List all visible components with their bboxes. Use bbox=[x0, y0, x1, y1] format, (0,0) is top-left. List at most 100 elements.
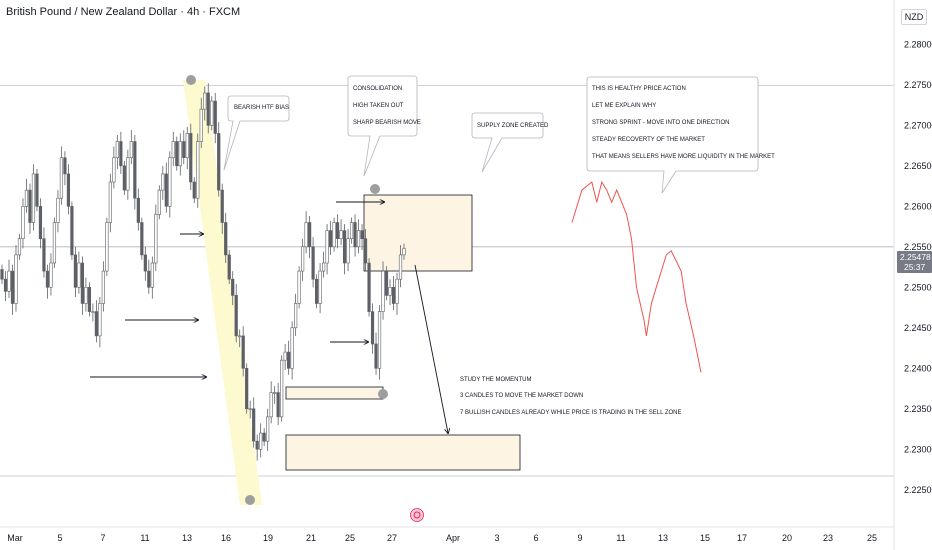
candle bbox=[381, 261, 385, 320]
time-tick-14: 11 bbox=[616, 533, 625, 543]
candle bbox=[84, 277, 88, 312]
study-line-1: STUDY THE MOMENTUM bbox=[460, 377, 531, 383]
candle bbox=[66, 164, 71, 215]
candle bbox=[133, 135, 137, 210]
candle bbox=[49, 253, 53, 296]
candle bbox=[311, 237, 315, 288]
candle bbox=[192, 177, 196, 204]
candle bbox=[374, 332, 378, 375]
event-marker-icon[interactable] bbox=[410, 508, 424, 522]
candle bbox=[42, 227, 46, 278]
candle bbox=[115, 135, 119, 170]
callout-healthy-line-1: THIS IS HEALTHY PRICE ACTION bbox=[592, 86, 686, 92]
candle bbox=[94, 300, 98, 343]
candle bbox=[301, 238, 305, 281]
candle bbox=[70, 201, 74, 260]
price-tick-4: 2.26000 bbox=[904, 201, 932, 211]
price-tick-5: 2.25500 bbox=[904, 242, 932, 252]
candle bbox=[80, 256, 84, 315]
time-tick-12: 6 bbox=[533, 533, 538, 543]
time-tick-16: 15 bbox=[700, 533, 710, 543]
candle bbox=[318, 263, 322, 314]
candle bbox=[220, 183, 224, 234]
candle bbox=[189, 123, 193, 191]
candle bbox=[171, 131, 175, 166]
time-tick-5: 16 bbox=[221, 533, 231, 543]
candle bbox=[276, 382, 280, 425]
time-tick-9: 27 bbox=[387, 533, 397, 543]
candle bbox=[335, 214, 340, 249]
candles bbox=[0, 83, 406, 461]
study-line-2: 3 CANDLES TO MOVE THE MARKET DOWN bbox=[460, 393, 583, 399]
candle bbox=[206, 83, 210, 134]
time-tick-20: 25 bbox=[867, 533, 877, 543]
candle bbox=[147, 259, 151, 294]
candle bbox=[290, 321, 294, 380]
candle bbox=[45, 264, 50, 299]
price-tick-0: 2.28000 bbox=[904, 39, 932, 49]
candle bbox=[360, 224, 364, 251]
bearish-trend-highlight bbox=[183, 80, 262, 505]
candle bbox=[384, 266, 389, 301]
candle bbox=[154, 204, 158, 272]
callout-healthy-line-2: LET ME EXPLAIN WHY bbox=[592, 103, 656, 109]
candle bbox=[245, 363, 249, 414]
candle bbox=[0, 264, 4, 285]
candle bbox=[325, 224, 329, 275]
high-taken-marker bbox=[370, 184, 380, 194]
candle bbox=[353, 214, 357, 257]
candle bbox=[255, 434, 259, 461]
candle bbox=[367, 258, 371, 317]
forecast-path bbox=[571, 180, 702, 373]
candle bbox=[304, 211, 308, 254]
price-tick-11: 2.22500 bbox=[904, 485, 932, 495]
candle bbox=[321, 251, 326, 278]
candle bbox=[122, 160, 126, 195]
price-tick-2: 2.27000 bbox=[904, 120, 932, 130]
candle bbox=[217, 122, 221, 197]
candle bbox=[143, 246, 147, 281]
callout-supply: SUPPLY ZONE CREATED bbox=[471, 112, 549, 173]
supply-zone bbox=[363, 194, 473, 272]
candle bbox=[168, 151, 172, 218]
last-price-badge bbox=[897, 251, 932, 273]
time-tick-1: 5 bbox=[57, 533, 62, 543]
candle bbox=[238, 329, 242, 348]
swing-high-marker bbox=[186, 75, 196, 85]
time-tick-8: 25 bbox=[345, 533, 355, 543]
candle bbox=[119, 131, 123, 174]
currency-button[interactable]: NZD bbox=[901, 9, 927, 25]
time-tick-18: 20 bbox=[782, 533, 792, 543]
price-tick-7: 2.24500 bbox=[904, 323, 932, 333]
candle bbox=[269, 381, 273, 424]
candle bbox=[108, 173, 112, 233]
candle bbox=[252, 397, 256, 448]
price-tick-8: 2.24000 bbox=[904, 363, 932, 373]
callout-supply-text: SUPPLY ZONE CREATED bbox=[477, 123, 549, 129]
candle bbox=[196, 133, 200, 208]
candle bbox=[224, 212, 228, 263]
candle bbox=[38, 198, 43, 249]
arrow-6 bbox=[414, 264, 448, 433]
candle bbox=[91, 303, 95, 322]
candle bbox=[28, 183, 32, 234]
candle bbox=[297, 266, 301, 309]
candle bbox=[164, 162, 168, 213]
candle bbox=[129, 130, 133, 165]
candle bbox=[241, 326, 245, 377]
time-tick-7: 21 bbox=[306, 533, 316, 543]
demand-zone bbox=[285, 434, 521, 471]
callout-bearish-text: BEARISH HTF BIAS bbox=[234, 105, 289, 111]
candle bbox=[150, 256, 154, 299]
candle bbox=[273, 386, 277, 404]
time-tick-10: Apr bbox=[446, 533, 460, 543]
candle bbox=[105, 217, 109, 276]
candle bbox=[98, 297, 102, 348]
time-tick-13: 9 bbox=[577, 533, 582, 543]
candle bbox=[356, 219, 361, 254]
candle bbox=[398, 245, 403, 288]
candle bbox=[234, 284, 238, 343]
swing-low-marker bbox=[245, 495, 255, 505]
candle bbox=[203, 86, 207, 121]
